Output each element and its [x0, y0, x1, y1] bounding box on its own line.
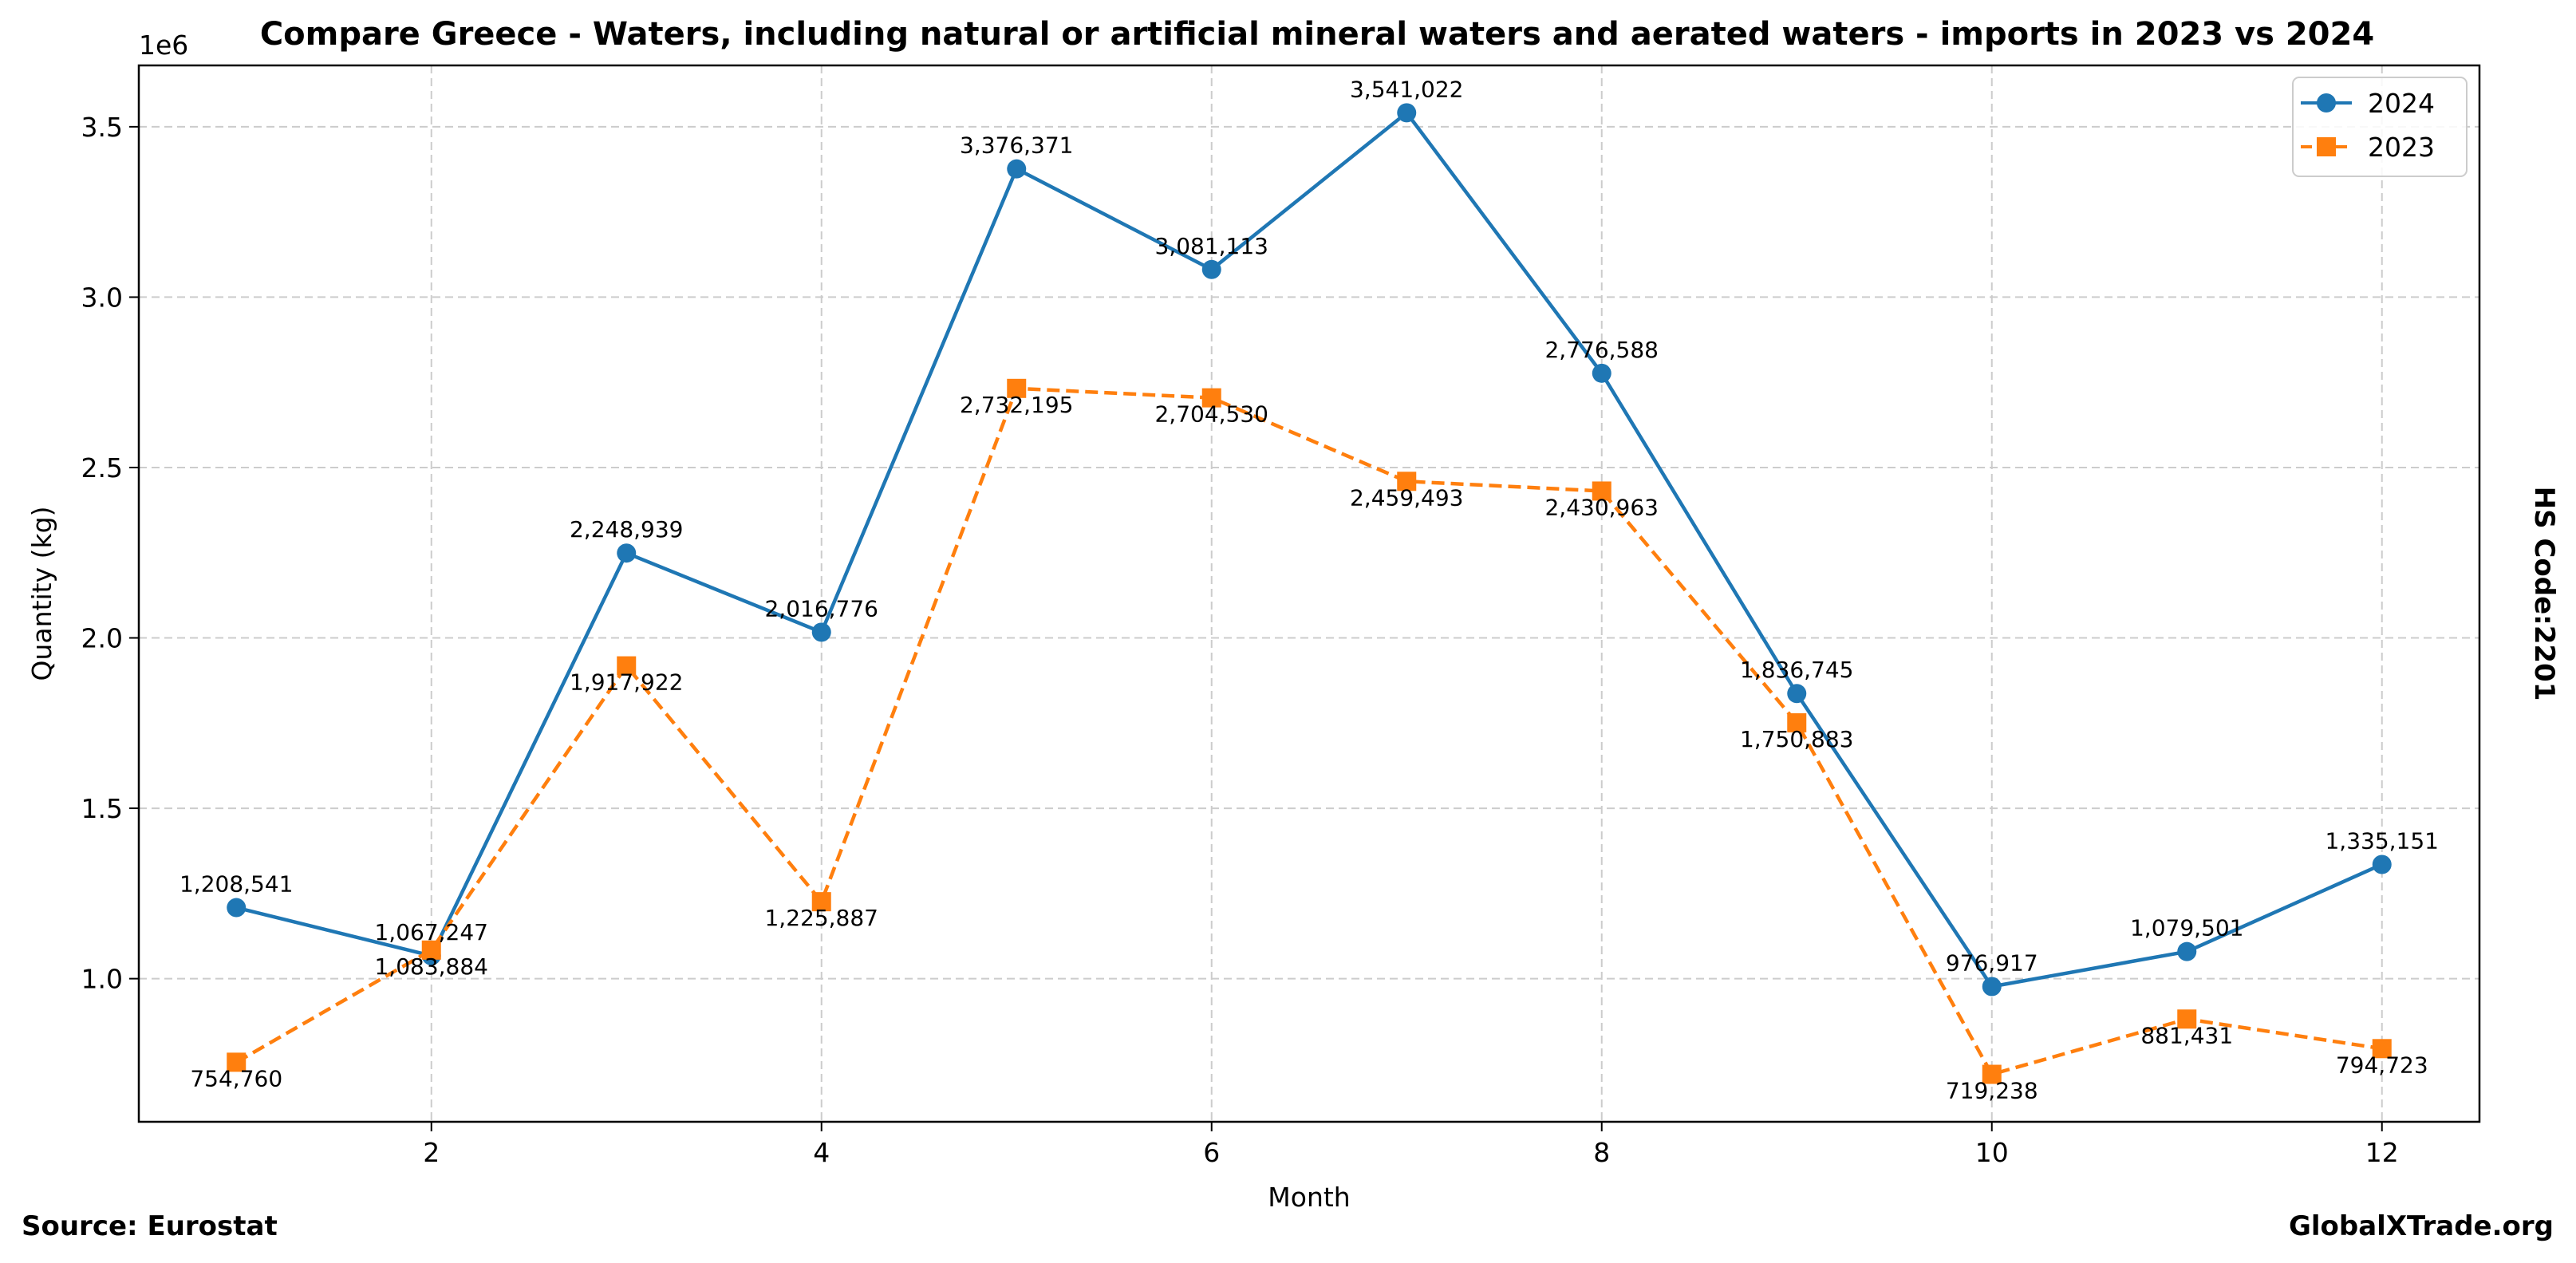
series-line — [235, 386, 2383, 1076]
chart-title: Compare Greece - Waters, including natur… — [260, 16, 2374, 53]
data-label: 3,081,113 — [1154, 233, 1268, 259]
data-label: 3,541,022 — [1350, 76, 1464, 102]
square-marker-icon — [2317, 137, 2336, 156]
brand-label: GlobalXTrade.org — [2289, 1210, 2554, 1242]
x-axis-label: Month — [1268, 1182, 1350, 1213]
legend-item-2023: 2023 — [2301, 132, 2435, 163]
data-point — [1592, 481, 1611, 501]
data-label: 719,238 — [1946, 1078, 2038, 1104]
x-tick-label: 12 — [2365, 1137, 2399, 1168]
data-label: 1,836,745 — [1740, 657, 1854, 683]
y-axis-label: Quantity (kg) — [26, 507, 57, 681]
x-tick-label: 10 — [1975, 1137, 2009, 1168]
x-tick-label: 8 — [1593, 1137, 1610, 1168]
data-point — [1007, 159, 1027, 179]
data-point — [1397, 103, 1417, 123]
data-point — [2177, 941, 2197, 961]
data-label: 2,430,963 — [1544, 494, 1659, 520]
grid — [139, 65, 2479, 1122]
series-2024 — [227, 103, 2392, 997]
data-label: 1,079,501 — [2130, 915, 2244, 941]
y-tick-label: 2.0 — [81, 623, 123, 654]
data-label: 2,704,530 — [1154, 401, 1268, 428]
source-label: Source: Eurostat — [22, 1210, 278, 1242]
y-tick-label: 3.5 — [81, 112, 123, 143]
data-label: 3,376,371 — [960, 132, 1074, 159]
data-label: 754,760 — [190, 1065, 282, 1091]
data-point — [617, 543, 637, 563]
y-tick-label: 3.0 — [81, 282, 123, 313]
x-tick-label: 2 — [423, 1137, 440, 1168]
data-point — [811, 892, 831, 912]
data-point — [227, 898, 247, 918]
data-label: 881,431 — [2140, 1022, 2233, 1048]
series-layer — [227, 103, 2392, 1084]
x-tick-label: 4 — [813, 1137, 830, 1168]
data-point — [2372, 854, 2392, 874]
data-point — [1982, 977, 2002, 997]
data-label: 1,225,887 — [764, 905, 878, 931]
plot-frame — [137, 64, 2481, 1123]
data-label: 2,776,588 — [1544, 337, 1659, 363]
legend-item-2024: 2024 — [2301, 88, 2435, 119]
data-point — [1592, 363, 1611, 383]
data-label: 794,723 — [2336, 1052, 2428, 1078]
data-point — [1787, 712, 1807, 732]
circle-marker-icon — [2317, 93, 2336, 112]
data-point — [1201, 388, 1221, 408]
data-label: 1,208,541 — [179, 871, 294, 898]
data-label: 1,335,151 — [2325, 827, 2439, 854]
data-label: 2,248,939 — [570, 516, 684, 543]
data-label: 1,083,884 — [374, 953, 488, 980]
data-point — [1787, 684, 1807, 704]
data-point — [617, 656, 637, 676]
x-axis-ticks: 2 4 6 8 10 12 — [423, 1122, 2399, 1168]
data-point — [227, 1052, 247, 1072]
data-label: 2,016,776 — [764, 595, 878, 622]
x-tick-label: 6 — [1203, 1137, 1220, 1168]
data-labels: 1,208,541 1,067,247 2,248,939 2,016,776 3,37… — [179, 76, 2439, 1103]
data-label: 976,917 — [1946, 949, 2038, 976]
data-point — [421, 940, 441, 960]
y-tick-label: 1.5 — [81, 793, 123, 824]
legend-label: 2023 — [2368, 132, 2435, 163]
y-tick-label: 1.0 — [81, 964, 123, 995]
data-point — [2372, 1039, 2392, 1059]
data-label: 2,459,493 — [1350, 484, 1464, 511]
data-point — [1201, 259, 1221, 279]
data-point — [1007, 378, 1027, 398]
data-label: 1,067,247 — [374, 919, 488, 945]
y-axis-ticks: 1.0 1.5 2.0 2.5 3.0 3.5 — [81, 112, 139, 995]
y-offset-label: 1e6 — [139, 30, 188, 61]
data-label: 2,732,195 — [960, 392, 1074, 418]
series-2023 — [227, 378, 2392, 1084]
legend-label: 2024 — [2368, 88, 2435, 119]
data-point — [2177, 1009, 2197, 1029]
series-line — [235, 111, 2383, 989]
y-tick-label: 2.5 — [81, 452, 123, 483]
legend: 2024 2023 — [2292, 77, 2468, 177]
data-point — [1397, 472, 1417, 491]
data-point — [1982, 1064, 2002, 1084]
data-label: 1,750,883 — [1740, 726, 1854, 752]
hs-code-label: HS Code:2201 — [2528, 487, 2560, 701]
data-point — [811, 622, 831, 642]
data-label: 1,917,922 — [570, 669, 684, 696]
